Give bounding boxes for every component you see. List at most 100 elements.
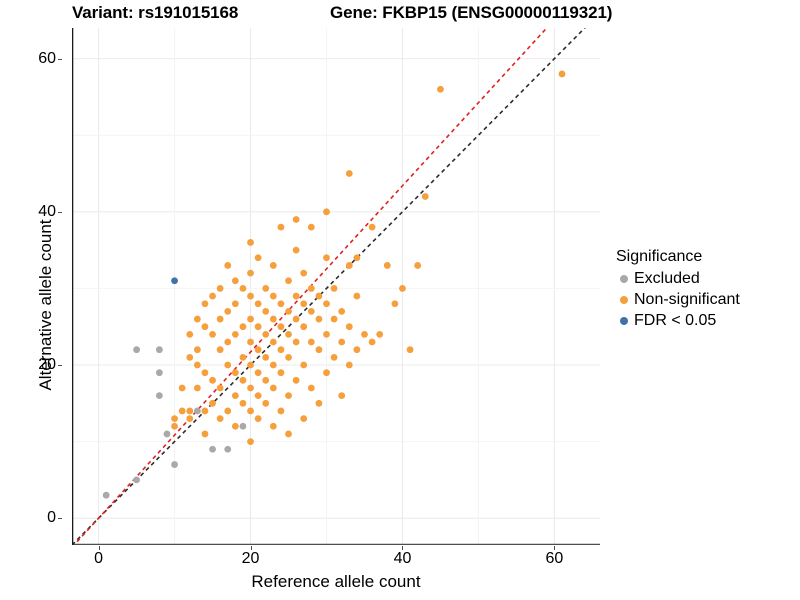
data-point [345, 262, 353, 269]
data-point [330, 285, 338, 292]
data-point [315, 399, 323, 407]
data-point [277, 323, 285, 331]
y-tick-mark [58, 365, 62, 366]
data-point [231, 300, 239, 308]
data-point [262, 353, 270, 361]
points-non-significant [171, 70, 566, 445]
data-point [186, 407, 194, 415]
data-point [285, 392, 292, 400]
data-point [155, 392, 163, 400]
legend-item[interactable]: Non-significant [616, 289, 800, 310]
data-point [254, 323, 262, 331]
legend-item-label: Non-significant [634, 290, 740, 308]
data-point [231, 277, 239, 285]
data-point [292, 216, 300, 223]
data-point [247, 407, 254, 415]
data-point [300, 323, 308, 331]
y-axis-title: Alternative allele count [36, 219, 55, 391]
data-point [201, 300, 209, 308]
data-point [171, 277, 178, 285]
gene-title: Gene: FKBP15 (ENSG00000119321) [330, 3, 613, 22]
data-point [224, 338, 232, 346]
data-point [300, 415, 308, 423]
legend-item[interactable]: FDR < 0.05 [616, 310, 800, 331]
x-tick-mark [554, 546, 556, 550]
data-point [224, 407, 232, 415]
legend-item-label: FDR < 0.05 [634, 311, 717, 329]
data-point [323, 330, 330, 338]
data-point [262, 330, 270, 338]
data-point [285, 430, 292, 438]
data-point [285, 307, 292, 315]
data-point [353, 254, 361, 262]
data-point [193, 315, 201, 323]
x-tick-label: 60 [545, 550, 564, 567]
data-point [254, 392, 262, 400]
identity-line [72, 28, 586, 545]
data-point [338, 338, 346, 346]
data-point [102, 491, 110, 499]
data-point [209, 292, 216, 300]
legend-item[interactable]: Excluded [616, 268, 800, 289]
data-point [216, 384, 224, 392]
data-point [155, 369, 163, 377]
data-point [300, 361, 308, 369]
y-axis-tick-labels: 0 20 40 60 [0, 28, 64, 545]
data-point [254, 300, 262, 308]
data-point [193, 384, 201, 392]
data-point [300, 269, 308, 277]
data-point [269, 361, 277, 369]
data-point [277, 223, 285, 231]
data-point [277, 407, 285, 415]
x-tick-mark [250, 546, 252, 550]
data-point [269, 315, 277, 323]
data-point [399, 285, 406, 292]
reference-lines [72, 28, 586, 545]
data-point [285, 277, 292, 285]
x-tick-mark [98, 546, 100, 550]
data-point [231, 422, 239, 430]
data-point [269, 422, 277, 430]
data-point [269, 292, 277, 300]
data-point [155, 346, 163, 354]
data-point [391, 300, 399, 308]
data-point [307, 223, 315, 231]
data-point [201, 323, 209, 331]
data-point [216, 315, 224, 323]
data-point [247, 239, 254, 246]
data-point [558, 70, 566, 78]
legend: Significance Excluded Non-significant FDR … [616, 248, 800, 331]
data-point [247, 338, 254, 346]
data-point [178, 407, 186, 415]
data-point [323, 254, 330, 262]
data-point [292, 315, 300, 323]
x-tick-label: 20 [241, 550, 260, 567]
data-point [368, 223, 376, 231]
data-point [269, 338, 277, 346]
data-point [216, 285, 224, 292]
data-point [239, 323, 247, 331]
y-tick-mark [58, 211, 62, 213]
data-point [254, 415, 262, 423]
data-point [307, 384, 315, 392]
legend-title: Significance [616, 248, 703, 265]
plot-panel [72, 28, 600, 545]
data-point [178, 384, 186, 392]
data-point [285, 353, 292, 361]
data-point [323, 300, 330, 308]
data-point [262, 307, 270, 315]
variant-title: Variant: rs191015168 [72, 3, 239, 22]
fitted-ratio-line [72, 28, 548, 545]
data-point [247, 361, 254, 369]
data-point [224, 307, 232, 315]
data-point [300, 300, 308, 308]
legend-items: Excluded Non-significant FDR < 0.05 [616, 268, 800, 331]
data-point [171, 415, 178, 423]
data-point [193, 407, 201, 415]
y-tick-label: 60 [38, 49, 56, 67]
data-point [216, 415, 224, 423]
data-point [193, 361, 201, 369]
data-point [315, 292, 323, 300]
data-point [216, 346, 224, 354]
data-point [323, 208, 330, 216]
